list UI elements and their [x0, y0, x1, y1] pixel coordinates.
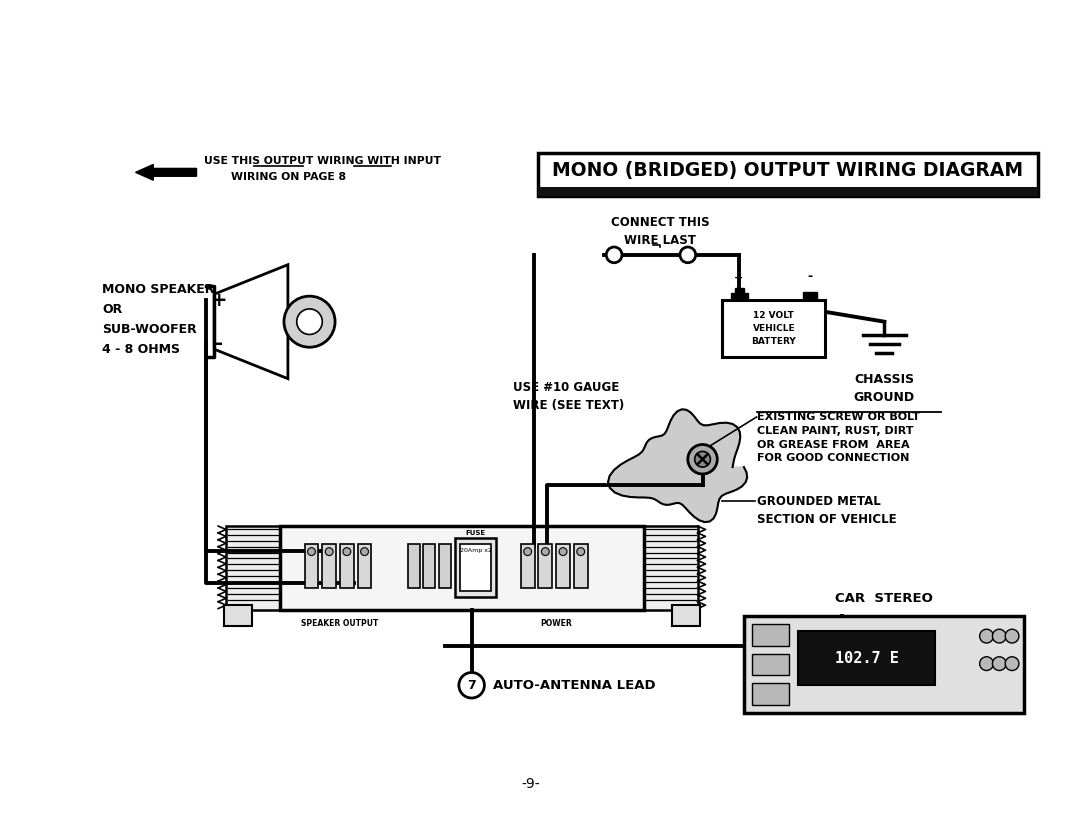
Bar [539, 544, 552, 588]
Bar [539, 187, 1038, 196]
Circle shape [1005, 629, 1018, 643]
Text: -: - [807, 270, 812, 284]
Bar [455, 538, 496, 597]
Text: MONO (BRIDGED) OUTPUT WIRING DIAGRAM: MONO (BRIDGED) OUTPUT WIRING DIAGRAM [553, 161, 1024, 180]
Bar [521, 544, 535, 588]
Bar [539, 153, 1038, 196]
Circle shape [993, 629, 1007, 643]
Text: POWER: POWER [540, 620, 572, 628]
Bar [723, 300, 825, 357]
Text: FUSE: FUSE [465, 530, 486, 536]
Text: GROUNDED METAL
SECTION OF VEHICLE: GROUNDED METAL SECTION OF VEHICLE [757, 495, 896, 525]
Text: MONO SPEAKER
OR
SUB-WOOFER
4 - 8 OHMS: MONO SPEAKER OR SUB-WOOFER 4 - 8 OHMS [103, 284, 215, 356]
Text: AUTO-ANTENNA LEAD: AUTO-ANTENNA LEAD [494, 679, 656, 691]
Text: CONNECT THIS
WIRE LAST: CONNECT THIS WIRE LAST [611, 216, 710, 247]
Circle shape [606, 247, 622, 263]
Bar [573, 544, 588, 588]
Bar [322, 544, 336, 588]
Bar [224, 605, 252, 626]
Circle shape [1005, 656, 1018, 671]
Circle shape [980, 656, 994, 671]
Bar [357, 544, 372, 588]
Circle shape [993, 656, 1007, 671]
Text: USE THIS OUTPUT WIRING WITH INPUT: USE THIS OUTPUT WIRING WITH INPUT [204, 157, 442, 167]
Circle shape [980, 629, 994, 643]
Text: CAR  STEREO: CAR STEREO [835, 591, 933, 605]
Text: 20Amp x2: 20Amp x2 [460, 548, 491, 553]
Circle shape [308, 548, 315, 555]
Bar [752, 654, 789, 676]
Text: WIRING ON PAGE 8: WIRING ON PAGE 8 [231, 172, 346, 182]
Bar [752, 625, 789, 646]
Bar [556, 544, 570, 588]
Bar [340, 544, 354, 588]
Text: 12 VOLT
VEHICLE
BATTERY: 12 VOLT VEHICLE BATTERY [752, 311, 796, 346]
Text: OR GREASE FROM  AREA: OR GREASE FROM AREA [757, 440, 909, 450]
Bar [644, 526, 698, 610]
Text: +: + [734, 274, 743, 284]
Circle shape [688, 445, 717, 474]
Circle shape [577, 548, 584, 555]
Bar [226, 526, 280, 610]
Circle shape [459, 672, 485, 698]
Bar [752, 683, 789, 705]
Text: USE #10 GAUGE
WIRE (SEE TEXT): USE #10 GAUGE WIRE (SEE TEXT) [513, 380, 624, 412]
Circle shape [524, 548, 531, 555]
Bar [744, 616, 1024, 713]
Text: SPEAKER OUTPUT: SPEAKER OUTPUT [301, 620, 379, 628]
Circle shape [361, 548, 368, 555]
Bar [305, 544, 319, 588]
Bar [460, 544, 491, 591]
Polygon shape [136, 164, 197, 180]
Circle shape [694, 451, 711, 467]
Bar [408, 544, 419, 588]
Circle shape [343, 548, 351, 555]
Circle shape [297, 309, 322, 334]
Text: -9-: -9- [522, 776, 540, 791]
Bar [798, 631, 935, 686]
Polygon shape [608, 409, 747, 522]
Text: EXISTING SCREW OR BOLT: EXISTING SCREW OR BOLT [757, 412, 919, 422]
Bar [280, 526, 644, 610]
Bar [731, 294, 747, 300]
Polygon shape [214, 264, 288, 379]
Circle shape [680, 247, 696, 263]
Circle shape [559, 548, 567, 555]
Circle shape [325, 548, 333, 555]
Text: CLEAN PAINT, RUST, DIRT: CLEAN PAINT, RUST, DIRT [757, 426, 913, 436]
Circle shape [541, 548, 550, 555]
Text: CHASSIS
GROUND: CHASSIS GROUND [854, 373, 915, 404]
Text: +: + [211, 290, 228, 309]
Bar [735, 289, 744, 300]
Bar [802, 292, 816, 300]
Bar [423, 544, 435, 588]
Circle shape [284, 296, 335, 347]
Bar [672, 605, 700, 626]
Text: 7: 7 [468, 679, 476, 691]
Bar [440, 544, 451, 588]
Text: 102.7 E: 102.7 E [835, 651, 899, 666]
Text: FOR GOOD CONNECTION: FOR GOOD CONNECTION [757, 454, 909, 464]
Text: -: - [215, 334, 224, 353]
